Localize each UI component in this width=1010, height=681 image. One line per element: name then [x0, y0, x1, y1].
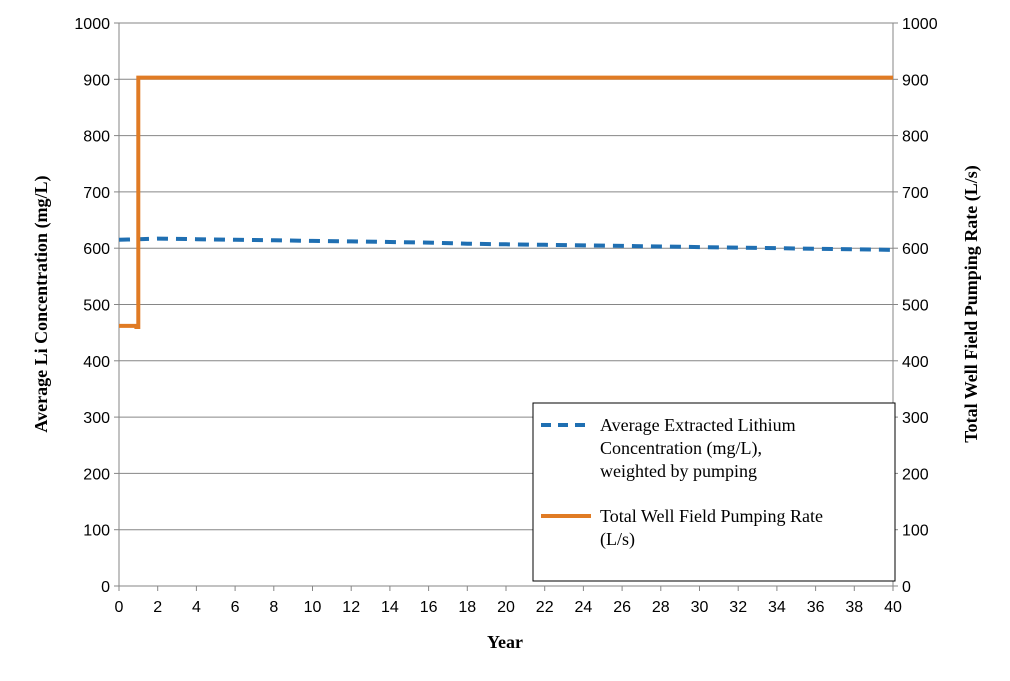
x-tick-label: 36	[807, 599, 825, 616]
right-axis-ticks: 0 100 200 300 400 500 600 700 800 900 1000	[893, 16, 938, 596]
left-tick-label: 300	[83, 410, 110, 427]
legend-label-pumping-1: Total Well Field Pumping Rate	[600, 506, 823, 526]
right-tick-label: 500	[902, 298, 929, 315]
x-tick-label: 0	[115, 599, 124, 616]
left-tick-label: 100	[83, 523, 110, 540]
x-tick-label: 2	[153, 599, 162, 616]
left-axis-ticks: 0 100 200 300 400 500 600 700 800 900 1000	[74, 16, 119, 596]
left-tick-label: 200	[83, 466, 110, 483]
x-tick-label: 34	[768, 599, 786, 616]
left-tick-label: 800	[83, 129, 110, 146]
series-layer	[118, 75, 894, 329]
x-tick-label: 26	[613, 599, 631, 616]
legend-label-pumping-2: (L/s)	[600, 529, 635, 550]
left-axis-title: Average Li Concentration (mg/L)	[31, 175, 52, 432]
legend-box	[532, 402, 896, 582]
x-tick-label: 6	[231, 599, 240, 616]
right-tick-label: 1000	[902, 16, 938, 33]
x-tick-label: 14	[381, 599, 399, 616]
right-tick-label: 200	[902, 466, 929, 483]
right-tick-label: 700	[902, 185, 929, 202]
x-tick-label: 10	[304, 599, 322, 616]
x-tick-label: 38	[845, 599, 863, 616]
legend-label-lithium-1: Average Extracted Lithium	[600, 415, 796, 435]
x-tick-label: 30	[691, 599, 709, 616]
left-tick-label: 700	[83, 185, 110, 202]
right-tick-label: 800	[902, 129, 929, 146]
left-tick-label: 400	[83, 354, 110, 371]
right-tick-label: 600	[902, 241, 929, 258]
x-tick-label: 16	[420, 599, 438, 616]
left-tick-label: 500	[83, 298, 110, 315]
left-tick-label: 1000	[74, 16, 110, 33]
x-tick-label: 18	[458, 599, 476, 616]
right-axis-title: Total Well Field Pumping Rate (L/s)	[961, 165, 982, 443]
series-line-pumping-rate	[119, 75, 893, 329]
left-tick-label: 600	[83, 241, 110, 258]
right-tick-label: 100	[902, 523, 929, 540]
left-tick-label: 900	[83, 72, 110, 89]
legend-label-lithium-2: Concentration (mg/L),	[600, 438, 762, 459]
right-tick-label: 900	[902, 72, 929, 89]
x-tick-label: 8	[269, 599, 278, 616]
x-tick-label: 12	[342, 599, 360, 616]
x-tick-label: 22	[536, 599, 554, 616]
x-tick-label: 24	[575, 599, 593, 616]
x-axis-title: Year	[487, 632, 523, 652]
right-tick-label: 0	[902, 579, 911, 596]
x-tick-label: 20	[497, 599, 515, 616]
right-tick-label: 300	[902, 410, 929, 427]
x-tick-label: 32	[729, 599, 747, 616]
legend: Average Extracted Lithium Concentration …	[532, 402, 896, 582]
legend-label-lithium-3: weighted by pumping	[600, 461, 757, 481]
x-tick-label: 28	[652, 599, 670, 616]
right-tick-label: 400	[902, 354, 929, 371]
x-tick-label: 4	[192, 599, 201, 616]
x-tick-label: 40	[884, 599, 902, 616]
left-tick-label: 0	[101, 579, 110, 596]
x-axis-ticks: 0 2 4 6 8 10 12 14 16 18 20 22 24 26 28 30 32 34 36 38 40	[115, 586, 902, 616]
series-line-lithium-concentration	[118, 236, 894, 252]
